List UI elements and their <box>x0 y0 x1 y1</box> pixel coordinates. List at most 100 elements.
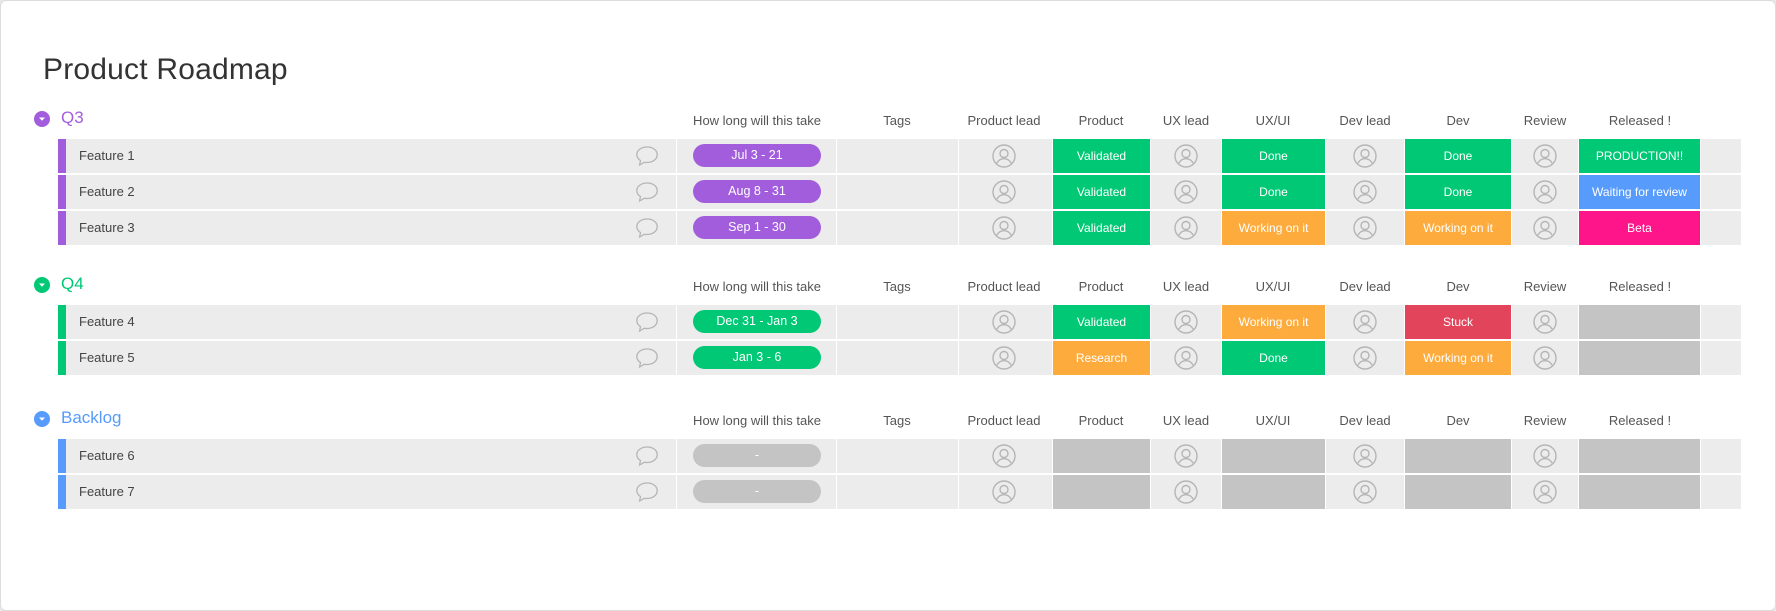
column-header-product[interactable]: Product <box>1078 113 1124 128</box>
speech-bubble-icon[interactable] <box>635 217 659 239</box>
timeline-pill[interactable]: Sep 1 - 30 <box>693 216 821 239</box>
status-ux-ui[interactable]: Working on it <box>1222 305 1325 339</box>
status-released[interactable]: Waiting for review <box>1579 175 1700 209</box>
status-released[interactable] <box>1579 341 1700 375</box>
column-header-dev[interactable]: Dev <box>1446 113 1470 128</box>
item-name[interactable]: Feature 1 <box>79 148 135 163</box>
column-header-ux-ui[interactable]: UX/UI <box>1255 413 1291 428</box>
person-avatar-icon[interactable] <box>1353 310 1377 334</box>
person-avatar-icon[interactable] <box>1174 346 1198 370</box>
column-header-ux-lead[interactable]: UX lead <box>1162 113 1210 128</box>
person-avatar-icon[interactable] <box>992 216 1016 240</box>
timeline-pill[interactable]: Jul 3 - 21 <box>693 144 821 167</box>
person-avatar-icon[interactable] <box>1174 480 1198 504</box>
column-header-ux-lead[interactable]: UX lead <box>1162 413 1210 428</box>
person-avatar-icon[interactable] <box>992 346 1016 370</box>
status-released[interactable]: PRODUCTION!! <box>1579 139 1700 173</box>
status-dev[interactable]: Done <box>1405 175 1511 209</box>
status-ux-ui[interactable]: Done <box>1222 139 1325 173</box>
status-dev[interactable]: Working on it <box>1405 341 1511 375</box>
column-header-product[interactable]: Product <box>1078 413 1124 428</box>
person-avatar-icon[interactable] <box>992 180 1016 204</box>
status-ux-ui[interactable] <box>1222 475 1325 509</box>
person-avatar-icon[interactable] <box>992 480 1016 504</box>
person-avatar-icon[interactable] <box>1533 480 1557 504</box>
column-header-dev-lead[interactable]: Dev lead <box>1339 413 1391 428</box>
person-avatar-icon[interactable] <box>1174 444 1198 468</box>
person-avatar-icon[interactable] <box>992 310 1016 334</box>
column-header-ux-ui[interactable]: UX/UI <box>1255 279 1291 294</box>
timeline-pill[interactable]: Dec 31 - Jan 3 <box>693 310 821 333</box>
person-avatar-icon[interactable] <box>1533 310 1557 334</box>
speech-bubble-icon[interactable] <box>635 145 659 167</box>
timeline-pill[interactable]: Jan 3 - 6 <box>693 346 821 369</box>
column-header-ux-ui[interactable]: UX/UI <box>1255 113 1291 128</box>
item-name[interactable]: Feature 2 <box>79 184 135 199</box>
column-header-dev-lead[interactable]: Dev lead <box>1339 279 1391 294</box>
column-header-released[interactable]: Released ! <box>1608 413 1672 428</box>
group-collapse-toggle[interactable] <box>34 277 50 293</box>
column-header-review[interactable]: Review <box>1523 279 1567 294</box>
person-avatar-icon[interactable] <box>1174 216 1198 240</box>
person-avatar-icon[interactable] <box>1353 480 1377 504</box>
column-header-tags[interactable]: Tags <box>883 413 911 428</box>
person-avatar-icon[interactable] <box>1353 346 1377 370</box>
item-name[interactable]: Feature 5 <box>79 350 135 365</box>
status-ux-ui[interactable]: Done <box>1222 341 1325 375</box>
person-avatar-icon[interactable] <box>1533 144 1557 168</box>
person-avatar-icon[interactable] <box>1533 346 1557 370</box>
timeline-pill[interactable]: - <box>693 444 821 467</box>
column-header-ux-lead[interactable]: UX lead <box>1162 279 1210 294</box>
status-product[interactable] <box>1053 439 1150 473</box>
item-name[interactable]: Feature 4 <box>79 314 135 329</box>
speech-bubble-icon[interactable] <box>635 445 659 467</box>
status-released[interactable] <box>1579 439 1700 473</box>
status-dev[interactable] <box>1405 475 1511 509</box>
column-header-timeline[interactable]: How long will this take <box>693 113 821 128</box>
column-header-timeline[interactable]: How long will this take <box>693 413 821 428</box>
person-avatar-icon[interactable] <box>1533 180 1557 204</box>
person-avatar-icon[interactable] <box>1533 216 1557 240</box>
status-dev[interactable]: Working on it <box>1405 211 1511 245</box>
person-avatar-icon[interactable] <box>1353 180 1377 204</box>
person-avatar-icon[interactable] <box>1353 444 1377 468</box>
status-dev[interactable] <box>1405 439 1511 473</box>
status-product[interactable]: Validated <box>1053 139 1150 173</box>
column-header-dev-lead[interactable]: Dev lead <box>1339 113 1391 128</box>
column-header-tags[interactable]: Tags <box>883 113 911 128</box>
column-header-review[interactable]: Review <box>1523 113 1567 128</box>
status-product[interactable]: Validated <box>1053 175 1150 209</box>
person-avatar-icon[interactable] <box>1174 180 1198 204</box>
timeline-pill[interactable]: - <box>693 480 821 503</box>
timeline-pill[interactable]: Aug 8 - 31 <box>693 180 821 203</box>
group-collapse-toggle[interactable] <box>34 111 50 127</box>
group-collapse-toggle[interactable] <box>34 411 50 427</box>
status-product[interactable] <box>1053 475 1150 509</box>
group-title[interactable]: Backlog <box>61 408 122 427</box>
person-avatar-icon[interactable] <box>1174 144 1198 168</box>
speech-bubble-icon[interactable] <box>635 347 659 369</box>
status-ux-ui[interactable]: Working on it <box>1222 211 1325 245</box>
person-avatar-icon[interactable] <box>992 144 1016 168</box>
status-product[interactable]: Research <box>1053 341 1150 375</box>
speech-bubble-icon[interactable] <box>635 311 659 333</box>
person-avatar-icon[interactable] <box>1353 144 1377 168</box>
group-title[interactable]: Q3 <box>61 108 84 127</box>
column-header-dev[interactable]: Dev <box>1446 279 1470 294</box>
column-header-product-lead[interactable]: Product lead <box>967 279 1041 294</box>
column-header-product-lead[interactable]: Product lead <box>967 413 1041 428</box>
column-header-released[interactable]: Released ! <box>1608 113 1672 128</box>
status-product[interactable]: Validated <box>1053 211 1150 245</box>
person-avatar-icon[interactable] <box>992 444 1016 468</box>
status-ux-ui[interactable] <box>1222 439 1325 473</box>
group-title[interactable]: Q4 <box>61 274 84 293</box>
status-released[interactable] <box>1579 305 1700 339</box>
status-dev[interactable]: Done <box>1405 139 1511 173</box>
speech-bubble-icon[interactable] <box>635 181 659 203</box>
column-header-product-lead[interactable]: Product lead <box>967 113 1041 128</box>
column-header-timeline[interactable]: How long will this take <box>693 279 821 294</box>
person-avatar-icon[interactable] <box>1174 310 1198 334</box>
column-header-tags[interactable]: Tags <box>883 279 911 294</box>
column-header-dev[interactable]: Dev <box>1446 413 1470 428</box>
item-name[interactable]: Feature 6 <box>79 448 135 463</box>
